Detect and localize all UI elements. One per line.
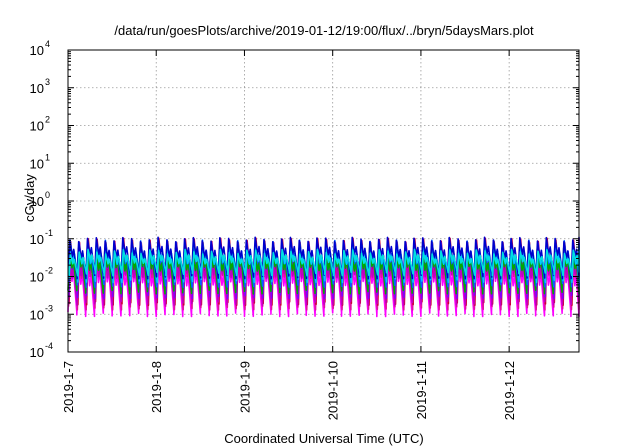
y-tick-exponent: 2 (45, 115, 50, 125)
x-tick-label: 2019-1-10 (326, 361, 341, 420)
y-tick-label: 10 (30, 232, 44, 247)
y-tick-exponent: 0 (45, 190, 50, 200)
x-tick-label: 2019-1-7 (61, 361, 76, 413)
x-tick-label: 2019-1-8 (149, 361, 164, 413)
y-tick-label: 10 (30, 119, 44, 134)
y-tick-label: 10 (30, 81, 44, 96)
x-axis-label: Coordinated Universal Time (UTC) (224, 431, 423, 446)
y-tick-label: 10 (30, 156, 44, 171)
y-tick-exponent: -4 (45, 341, 53, 351)
series-line (67, 248, 580, 277)
series-line (67, 247, 580, 295)
x-tick-label: 2019-1-9 (237, 361, 252, 413)
chart-title: /data/run/goesPlots/archive/2019-01-12/1… (114, 23, 534, 38)
series-line (67, 241, 580, 300)
x-ticks: 2019-1-7 2019-1-8 2019-1-9 2019-1-10 2019-1-… (61, 50, 517, 420)
series-line (67, 236, 580, 280)
x-tick-label: 2019-1-11 (414, 361, 429, 419)
x-tick-label: 2019-1-12 (502, 361, 517, 420)
series-group (67, 236, 580, 318)
y-tick-label: 10 (30, 345, 44, 360)
y-tick-exponent: 4 (45, 39, 50, 49)
y-tick-label: 10 (30, 270, 44, 285)
y-tick-label: 10 (30, 307, 44, 322)
series-line (67, 255, 580, 318)
series-line (67, 250, 580, 306)
y-tick-exponent: 3 (45, 77, 50, 87)
y-tick-exponent: 1 (45, 152, 50, 162)
y-tick-label: 10 (30, 43, 44, 58)
y-axis-label: cGy/day (22, 174, 37, 222)
y-tick-exponent: -2 (45, 266, 53, 276)
y-tick-exponent: -1 (45, 228, 53, 238)
y-tick-exponent: -3 (45, 303, 53, 313)
y-tick-label: 10 (30, 194, 44, 209)
